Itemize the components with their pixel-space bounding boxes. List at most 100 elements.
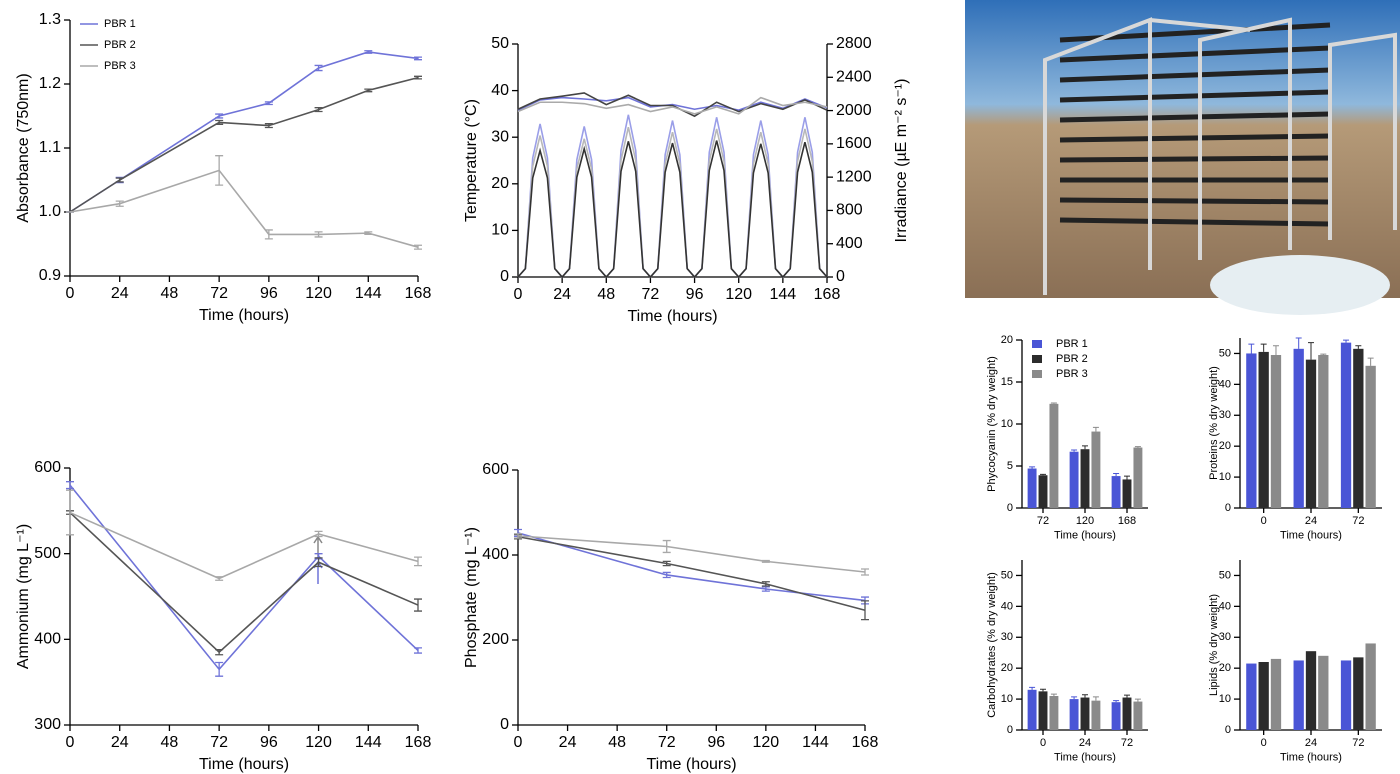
y-tick-label: 400: [34, 631, 61, 648]
error-bar: [1040, 688, 1046, 692]
error-bar: [1124, 475, 1130, 480]
error-bar: [1050, 402, 1057, 404]
bar: [1270, 355, 1282, 508]
x-axis-label: Time (hours): [1280, 529, 1342, 541]
bar: [1340, 660, 1352, 730]
bar: [1353, 657, 1364, 730]
series-line: [517, 140, 828, 279]
error-bar: [1308, 342, 1314, 360]
x-tick-label: 72: [1352, 737, 1364, 749]
y-tick-label: 20: [1001, 662, 1013, 674]
y-axis-label: Ammonium (mg L⁻¹): [15, 524, 32, 669]
error-bar: [861, 568, 869, 576]
error-bar: [414, 56, 422, 61]
y-axis-label: Lipids (% dry weight): [1208, 594, 1220, 696]
series-line: [69, 484, 419, 671]
y-tick-label: 0: [500, 268, 509, 285]
y2-tick-label: 2000: [836, 102, 872, 119]
bar: [1293, 348, 1304, 508]
x-tick-label: 0: [1040, 737, 1046, 749]
y-tick-label: 20: [1219, 440, 1231, 452]
x-tick-label: 24: [1079, 737, 1091, 749]
error-bar: [1124, 694, 1130, 698]
error-bar: [662, 560, 671, 567]
bar: [1305, 359, 1317, 508]
error-bar: [314, 231, 323, 238]
x-axis-label: Time (hours): [646, 756, 736, 773]
bar: [1038, 475, 1048, 508]
y-tick-label: 30: [491, 128, 509, 145]
error-bar: [761, 586, 770, 592]
series-line: [517, 96, 828, 112]
error-bar: [761, 559, 770, 563]
x-tick-label: 168: [852, 734, 879, 751]
error-bar: [364, 50, 373, 54]
error-bar: [1092, 426, 1099, 432]
x-tick-label: 48: [161, 285, 179, 302]
error-bar: [414, 556, 422, 567]
x-tick-label: 168: [1118, 515, 1136, 527]
error-bar: [861, 600, 869, 621]
y2-tick-label: 1600: [836, 135, 872, 152]
error-bar: [364, 88, 373, 93]
bar: [1318, 355, 1329, 508]
y-tick-label: 5: [1007, 460, 1013, 472]
y-tick-label: 50: [1001, 569, 1013, 581]
y-axis-label: Phosphate (mg L⁻¹): [463, 527, 480, 668]
error-bar: [314, 107, 323, 113]
error-bar: [215, 113, 224, 119]
y-tick-label: 30: [1219, 409, 1231, 421]
y-tick-label: 1.0: [39, 203, 61, 220]
bar: [1091, 431, 1101, 508]
series-line: [69, 76, 419, 213]
y-axis-label: Absorbance (750nm): [15, 73, 32, 222]
y-tick-label: 1.1: [39, 139, 61, 156]
error-bar: [1134, 446, 1141, 448]
x-tick-label: 0: [514, 286, 523, 303]
photo: [965, 0, 1400, 315]
series-line: [517, 535, 866, 612]
error-bar: [414, 244, 422, 250]
x-axis-label: Time (hours): [199, 307, 289, 324]
error-bar: [215, 119, 224, 125]
y-axis-label: Proteins (% dry weight): [1208, 366, 1220, 480]
x-tick-label: 48: [597, 286, 615, 303]
x-tick-label: 72: [1037, 515, 1049, 527]
series-line: [69, 511, 419, 580]
bar: [1258, 662, 1269, 730]
error-bar: [1343, 339, 1350, 343]
error-bar: [215, 661, 224, 677]
y-tick-label: 30: [1219, 631, 1231, 643]
x-tick-label: 0: [514, 734, 523, 751]
bar: [1365, 643, 1376, 730]
x-tick-label: 144: [355, 285, 382, 302]
x-tick-label: 24: [111, 285, 129, 302]
y2-tick-label: 0: [836, 268, 845, 285]
y-tick-label: 20: [491, 175, 509, 192]
legend-label: PBR 2: [1056, 353, 1088, 365]
error-bar: [1050, 693, 1057, 696]
x-tick-label: 96: [260, 734, 278, 751]
y-tick-label: 30: [1001, 631, 1013, 643]
series-line: [517, 96, 828, 115]
bar: [1246, 663, 1257, 730]
error-bar: [314, 64, 323, 72]
photo-tubes: [1059, 22, 1331, 227]
legend-label: PBR 1: [1056, 338, 1088, 350]
legend-label: PBR 3: [104, 60, 136, 72]
y-tick-label: 20: [1001, 334, 1013, 346]
y-tick-label: 40: [491, 82, 509, 99]
error-bar: [1029, 466, 1036, 469]
x-axis-label: Time (hours): [627, 308, 717, 325]
error-bar: [414, 647, 422, 654]
legend-label: PBR 2: [104, 39, 136, 51]
error-bar: [662, 539, 671, 554]
error-bar: [1134, 698, 1141, 702]
y-tick-label: 50: [1219, 569, 1231, 581]
y-tick-label: 20: [1219, 662, 1231, 674]
x-tick-label: 24: [553, 286, 571, 303]
photo-frames: [1043, 17, 1397, 295]
error-bar: [115, 177, 124, 183]
y-tick-label: 10: [1001, 418, 1013, 430]
error-bar: [215, 648, 224, 656]
